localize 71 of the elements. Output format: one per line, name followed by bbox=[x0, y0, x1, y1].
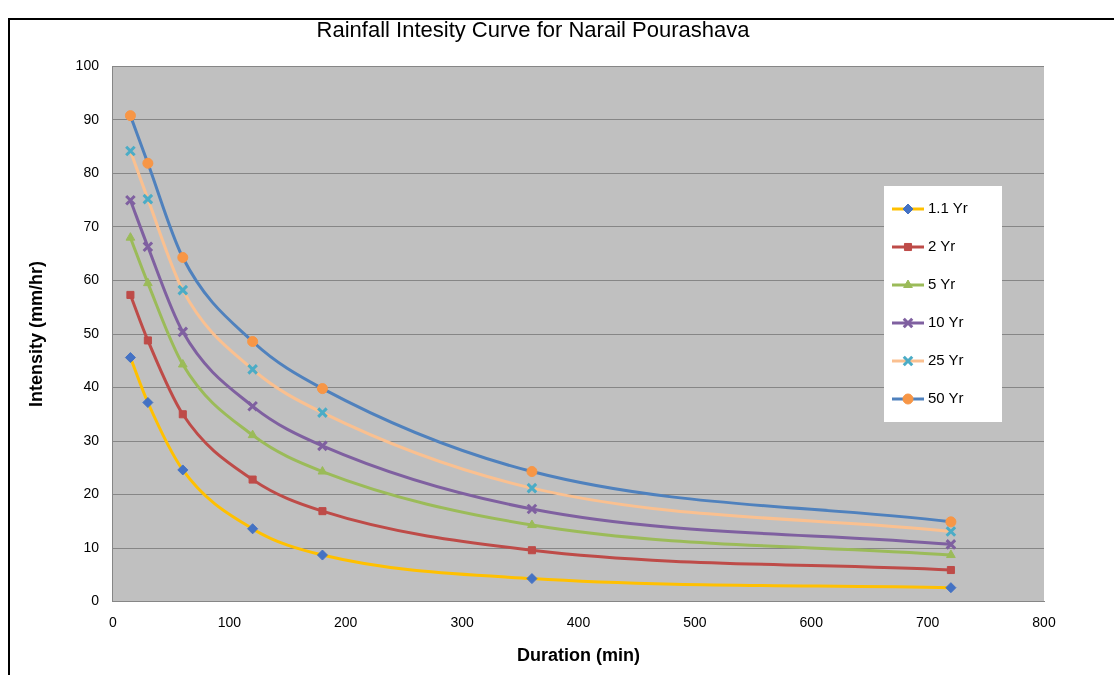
point bbox=[124, 352, 136, 364]
legend-label: 50 Yr bbox=[928, 389, 964, 407]
point bbox=[178, 410, 187, 419]
x-axis-title: Duration (min) bbox=[516, 645, 640, 666]
point bbox=[316, 440, 329, 452]
point bbox=[526, 503, 538, 515]
x-tick-label: 200 bbox=[334, 613, 358, 630]
point bbox=[177, 359, 188, 368]
point bbox=[526, 466, 538, 478]
point bbox=[316, 383, 328, 395]
point bbox=[247, 523, 259, 535]
point bbox=[945, 538, 957, 551]
legend-label: 2 Yr bbox=[928, 237, 956, 255]
y-tick-label: 90 bbox=[83, 110, 100, 127]
y-tick-label: 20 bbox=[83, 485, 100, 502]
point bbox=[527, 519, 537, 529]
point bbox=[945, 582, 957, 594]
point bbox=[945, 516, 957, 528]
point bbox=[946, 565, 955, 575]
x-tick-label: 100 bbox=[217, 613, 242, 630]
y-axis-title: Intensity (mm/hr) bbox=[25, 260, 46, 408]
x-tick-label: 600 bbox=[799, 613, 824, 630]
point bbox=[316, 549, 328, 561]
point bbox=[142, 157, 154, 169]
y-tick-label: 80 bbox=[83, 164, 100, 181]
point bbox=[526, 573, 538, 585]
x-tick-label: 500 bbox=[683, 613, 707, 630]
y-tick-label: 100 bbox=[75, 57, 100, 74]
y-tick-label: 50 bbox=[83, 324, 100, 341]
point bbox=[247, 429, 258, 439]
point bbox=[142, 193, 154, 205]
legend-label: 25 Yr bbox=[928, 351, 964, 369]
x-tick-label: 0 bbox=[109, 613, 118, 630]
point bbox=[177, 464, 189, 476]
point bbox=[946, 549, 956, 559]
legend-label: 5 Yr bbox=[928, 275, 956, 293]
point bbox=[177, 284, 189, 296]
point bbox=[246, 363, 259, 376]
x-tick-label: 700 bbox=[915, 613, 940, 630]
x-tick-label: 300 bbox=[450, 613, 474, 630]
point bbox=[246, 400, 259, 412]
point bbox=[124, 110, 136, 122]
point bbox=[945, 525, 957, 538]
point bbox=[318, 507, 327, 516]
point bbox=[527, 546, 536, 555]
y-tick-label: 70 bbox=[83, 217, 100, 234]
legend-label: 10 Yr bbox=[928, 313, 964, 331]
y-tick-label: 10 bbox=[83, 538, 100, 555]
point bbox=[177, 251, 189, 263]
point bbox=[316, 406, 329, 419]
x-tick-label: 800 bbox=[1032, 613, 1056, 630]
point bbox=[143, 336, 152, 345]
x-tick-label: 400 bbox=[566, 613, 591, 630]
point bbox=[124, 145, 137, 157]
point bbox=[248, 475, 257, 484]
y-tick-label: 60 bbox=[83, 271, 100, 288]
point bbox=[317, 466, 328, 475]
legend-label: 1.1 Yr bbox=[928, 199, 968, 217]
point bbox=[126, 290, 135, 299]
point bbox=[142, 397, 154, 409]
chart-title: Rainfall Intesity Curve for Narail Pourashava bbox=[316, 17, 751, 43]
point bbox=[143, 277, 153, 287]
y-tick-label: 0 bbox=[91, 592, 100, 609]
point bbox=[526, 482, 538, 494]
point bbox=[177, 326, 189, 338]
point bbox=[247, 335, 259, 347]
point bbox=[142, 241, 154, 253]
point bbox=[125, 232, 136, 241]
y-tick-label: 30 bbox=[83, 431, 100, 448]
point bbox=[124, 194, 137, 206]
y-tick-label: 40 bbox=[83, 378, 100, 395]
